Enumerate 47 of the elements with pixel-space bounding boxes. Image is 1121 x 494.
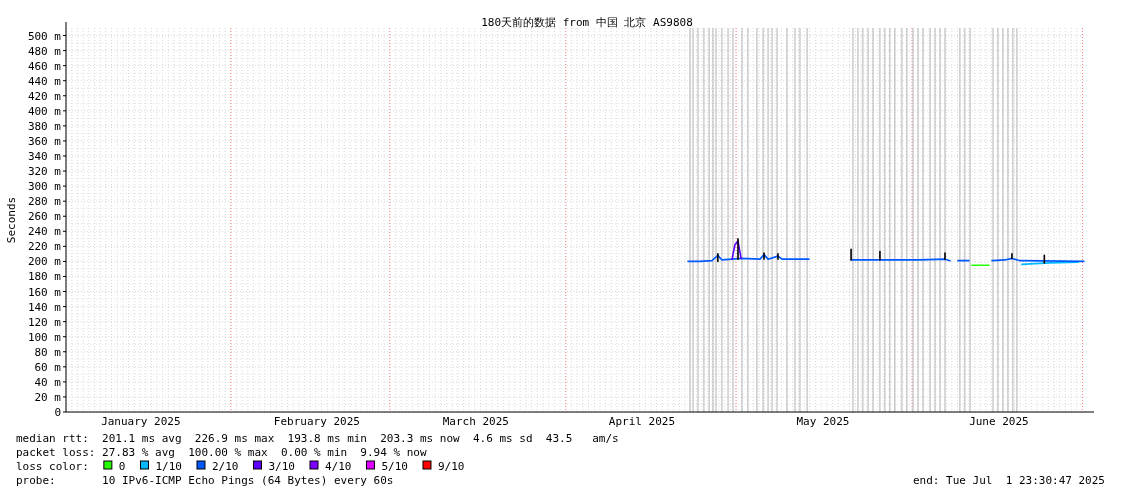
y-tick-label: 180 m [27,270,62,284]
y-tick-label: 300 m [27,180,62,194]
y-axis-title: Seconds [5,196,18,244]
chart-title: 180天前的数据 from 中国 北京 AS9808 [481,16,693,29]
y-tick-label: 60 m [34,360,62,374]
text: end: Tue Jul 1 23:30:47 2025 [912,474,1105,487]
y-tick-label: 80 m [34,345,62,359]
text: probe: 10 IPv6-ICMP Echo Pings (64 Bytes) every 60s [16,474,394,487]
y-tick-label: 380 m [27,119,62,133]
legend-label: 2/10 [211,460,239,473]
y-tick-label: 360 m [27,134,62,148]
y-tick-label: 40 m [34,375,62,389]
y-tick-label: 440 m [27,74,62,88]
legend-label: 3/10 [268,460,295,473]
x-tick-label: February 2025 [273,415,360,428]
x-tick-label: May 2025 [796,415,850,428]
y-tick-label: 320 m [27,165,62,179]
legend-label: 5/10 [381,460,408,473]
y-tick-label: 280 m [27,195,62,209]
line-series [731,240,742,260]
legend-label: 4/10 [324,460,352,473]
y-tick-label: 400 m [27,104,62,118]
y-tick-label: 240 m [27,225,62,239]
y-tick-label: 460 m [27,59,62,73]
y-tick-label: 120 m [27,315,62,329]
y-tick-label: 420 m [27,89,62,103]
legend-label: 0 [118,460,126,473]
legend-label: 9/10 [437,460,465,473]
y-tick-label: 260 m [27,210,62,224]
y-tick-label: 220 m [27,240,62,254]
y-tick-label: 160 m [27,285,62,299]
y-tick-label: 480 m [27,44,62,58]
y-tick-label: 0 [54,406,61,419]
text: packet loss: 27.83 % avg 100.00 % max 0.00 % min 9.94 % now [16,446,427,459]
x-tick-label: March 2025 [442,415,509,428]
legend-label: 1/10 [155,460,182,473]
y-tick-label: 340 m [27,150,62,163]
x-tick-label: April 2025 [608,415,676,428]
x-tick-label: June 2025 [969,415,1029,428]
text: median rtt: 201.1 ms avg 226.9 ms max 193.8 ms min 203.3 ms now 4.6 ms sd 43.5 am/s [16,432,619,445]
legend-title: loss color: [16,460,89,473]
x-tick-label: January 2025 [101,415,181,428]
y-tick-label: 100 m [27,330,62,344]
y-tick-label: 200 m [27,255,62,269]
y-tick-label: 140 m [27,300,62,314]
y-tick-label: 20 m [34,390,62,404]
y-tick-label: 500 m [27,29,62,43]
